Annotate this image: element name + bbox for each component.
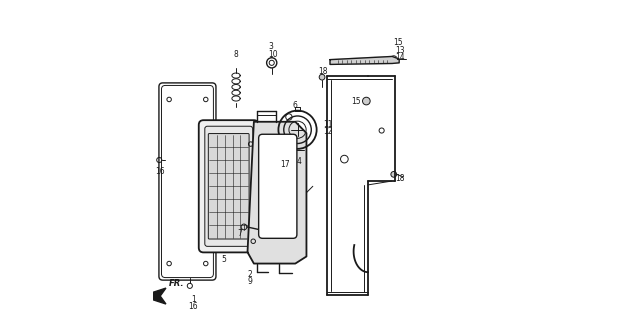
Text: 1: 1 <box>191 295 196 304</box>
Text: 15: 15 <box>351 97 361 106</box>
FancyBboxPatch shape <box>208 133 249 239</box>
Circle shape <box>319 74 325 80</box>
Text: 2: 2 <box>248 270 252 279</box>
Text: 6: 6 <box>292 101 297 110</box>
Text: FR.: FR. <box>169 279 184 288</box>
Circle shape <box>390 56 398 63</box>
Text: 3: 3 <box>269 42 273 52</box>
Text: 18: 18 <box>396 174 405 183</box>
Text: 13: 13 <box>396 45 405 55</box>
Text: 18: 18 <box>319 67 328 76</box>
Text: 10: 10 <box>269 50 278 59</box>
Text: 7: 7 <box>238 229 242 238</box>
FancyBboxPatch shape <box>259 134 297 238</box>
Polygon shape <box>248 122 306 264</box>
Text: 8: 8 <box>234 50 238 59</box>
Text: 15: 15 <box>392 38 402 47</box>
Text: 9: 9 <box>248 277 252 286</box>
Text: 5: 5 <box>222 255 227 264</box>
Text: 14: 14 <box>396 53 405 62</box>
Circle shape <box>391 172 397 177</box>
Circle shape <box>362 97 370 105</box>
Text: 11: 11 <box>323 120 332 129</box>
Text: 12: 12 <box>323 127 332 136</box>
FancyBboxPatch shape <box>199 120 259 252</box>
Circle shape <box>289 150 296 157</box>
FancyBboxPatch shape <box>205 126 252 246</box>
Polygon shape <box>149 288 166 304</box>
Text: 16: 16 <box>188 302 198 311</box>
Text: 4: 4 <box>297 157 301 166</box>
Circle shape <box>281 150 287 157</box>
Text: 17: 17 <box>281 160 290 169</box>
Text: 16: 16 <box>155 167 164 176</box>
Polygon shape <box>330 56 399 64</box>
